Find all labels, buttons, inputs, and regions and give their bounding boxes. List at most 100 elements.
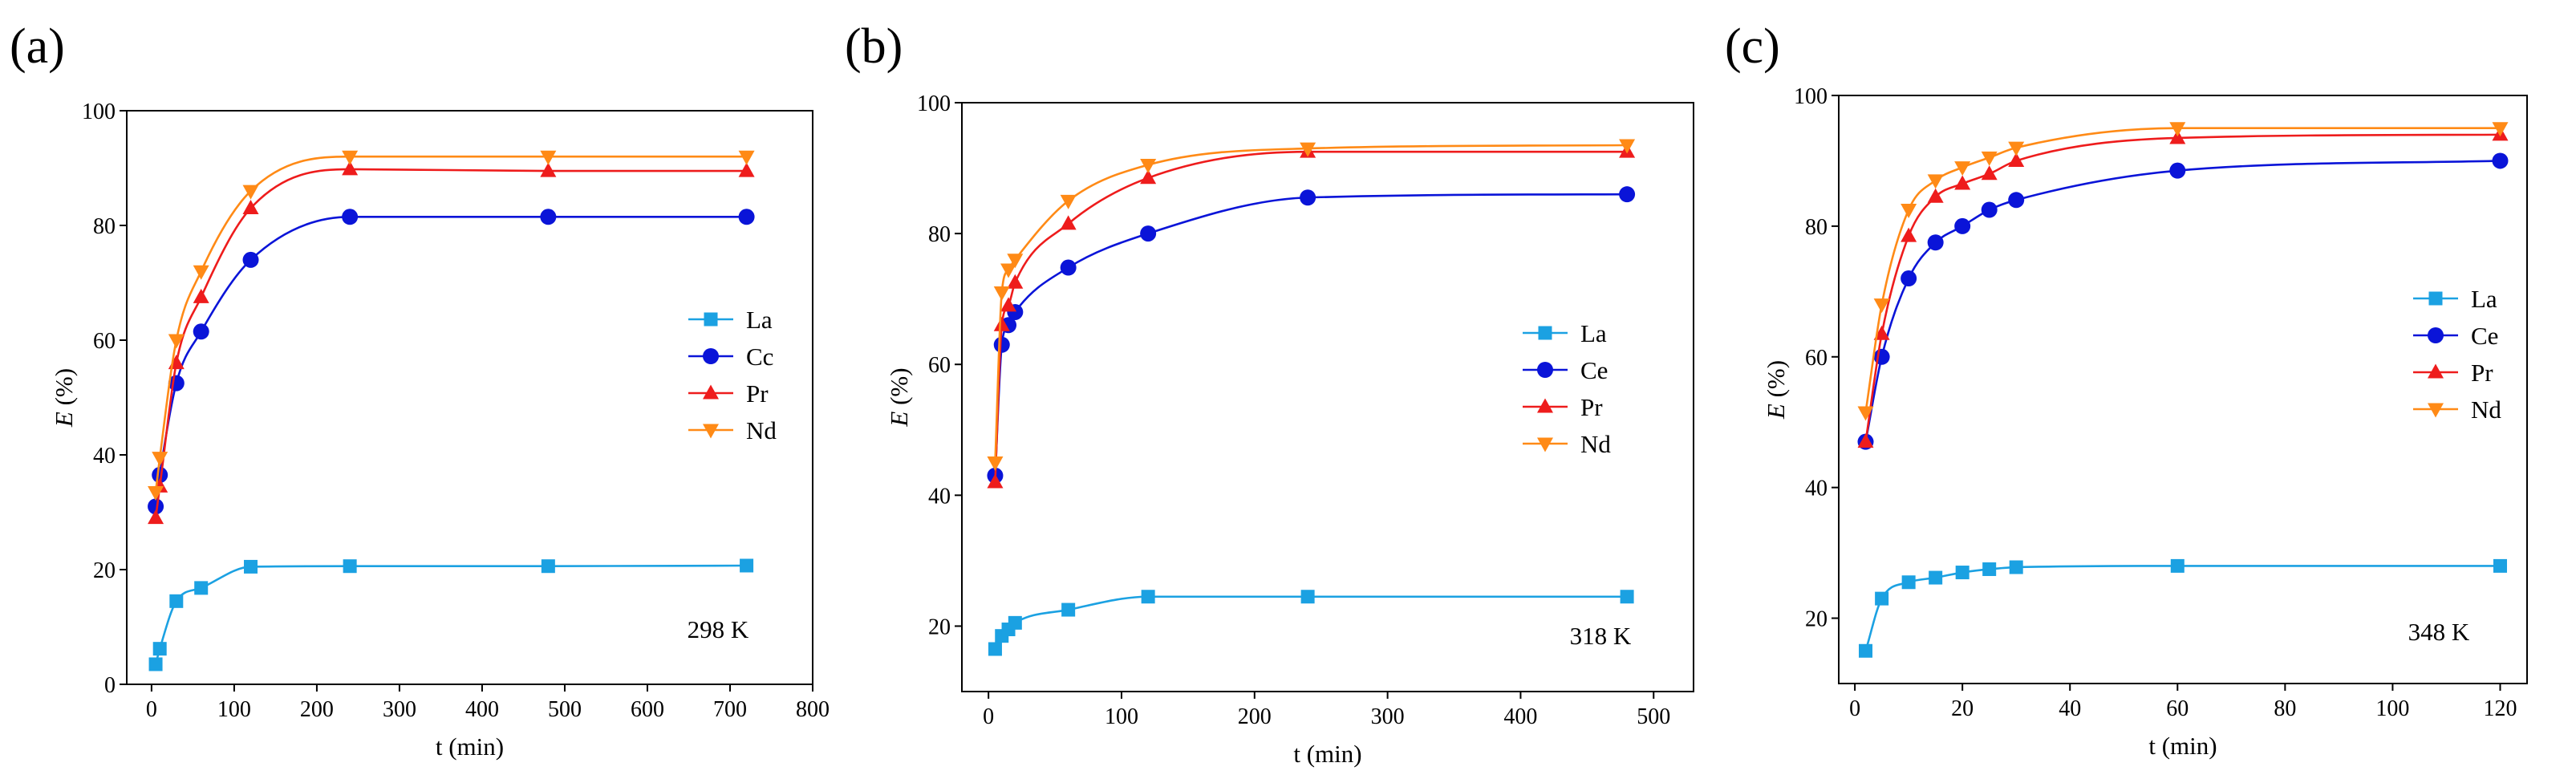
series-ce: [987, 186, 1636, 484]
data-point: [1901, 270, 1917, 287]
data-point: [2170, 558, 2185, 573]
x-tick-label: 200: [1238, 704, 1272, 729]
x-tick-label: 0: [983, 704, 994, 729]
data-point: [2008, 152, 2025, 167]
data-point: [1060, 259, 1077, 276]
legend-marker: [1537, 362, 1553, 378]
y-axis-title: E (%): [50, 368, 78, 428]
x-tick-label: 100: [217, 697, 251, 722]
y-tick-label: 100: [82, 99, 116, 124]
data-point: [152, 467, 168, 484]
data-point: [1981, 201, 1998, 218]
series-pr: [148, 160, 755, 525]
legend-label: Cc: [746, 343, 773, 371]
series-nd: [987, 139, 1636, 472]
y-tick-label: 60: [928, 353, 951, 378]
series-line: [154, 155, 747, 493]
data-point: [152, 452, 168, 467]
data-point: [242, 200, 259, 215]
x-axis-title: t (min): [1293, 740, 1361, 768]
series-pr: [1857, 126, 2509, 448]
data-point: [993, 286, 1010, 302]
plot-frame: [1838, 95, 2528, 684]
data-point: [1061, 602, 1076, 617]
data-point: [1140, 169, 1157, 185]
legend-marker: [1538, 326, 1552, 340]
data-point: [1857, 433, 1874, 448]
legend-label: Nd: [746, 416, 777, 444]
data-point: [1873, 298, 1890, 314]
legend-marker: [2428, 363, 2444, 379]
series-ce: [1857, 152, 2509, 450]
y-tick-label: 100: [1794, 84, 1828, 109]
data-point: [343, 559, 357, 574]
data-point: [1901, 204, 1917, 219]
series-nd: [1857, 122, 2509, 421]
data-point: [540, 162, 557, 177]
legend-label: Nd: [1580, 430, 1611, 458]
panel-b: (b) 0 100 200 300 400 500 20 40 60 80 100 t (min) E …: [845, 19, 1694, 768]
data-point: [2169, 122, 2186, 137]
data-point: [1008, 615, 1022, 630]
x-tick-label: 80: [2274, 696, 2296, 721]
plot-frame: [961, 102, 1694, 692]
data-point: [1901, 575, 1916, 590]
series-la: [988, 590, 1634, 656]
series-pr: [987, 143, 1636, 489]
series-la: [148, 558, 754, 671]
data-point: [1619, 186, 1636, 203]
data-point: [988, 642, 1002, 656]
data-point: [148, 485, 164, 501]
data-point: [168, 334, 185, 349]
series-nd: [148, 150, 755, 501]
data-point: [987, 473, 1004, 489]
x-tick-label: 500: [548, 697, 582, 722]
data-point: [1982, 562, 1997, 576]
x-tick-label: 400: [1503, 704, 1537, 729]
data-point: [1140, 225, 1157, 242]
legend-label: Ce: [2471, 322, 2498, 350]
x-tick-label: 0: [146, 697, 157, 722]
data-point: [342, 209, 359, 225]
y-axis-title: E (%): [1762, 360, 1790, 420]
panel-label: (c): [1725, 19, 1780, 74]
x-tick-label: 700: [713, 697, 747, 722]
data-point: [2169, 129, 2186, 144]
series-line: [1864, 160, 2501, 442]
y-axis-title-symbol: E: [50, 412, 78, 428]
x-tick-label: 120: [2483, 696, 2517, 721]
data-point: [1927, 188, 1944, 203]
data-point: [194, 581, 209, 595]
data-point: [148, 498, 164, 515]
series-line: [994, 595, 1628, 650]
legend-label: La: [1580, 319, 1607, 347]
legend-label: Pr: [2471, 359, 2493, 387]
series-line: [994, 193, 1628, 476]
data-point: [738, 162, 755, 177]
x-tick-label: 600: [631, 697, 664, 722]
legend-marker: [704, 312, 718, 327]
data-point: [148, 657, 163, 671]
x-tick-label: 200: [300, 697, 334, 722]
x-tick-label: 100: [1105, 704, 1138, 729]
data-point: [169, 594, 184, 608]
legend-marker: [1537, 398, 1553, 413]
data-point: [1927, 174, 1944, 189]
x-tick-label: 300: [1371, 704, 1405, 729]
data-point: [1619, 139, 1636, 154]
legend-label: Pr: [1580, 393, 1603, 421]
data-point: [242, 185, 259, 200]
data-point: [1141, 590, 1155, 604]
legend-marker: [703, 384, 719, 400]
data-point: [2008, 192, 2025, 209]
data-point: [193, 323, 209, 340]
data-point: [1000, 297, 1017, 312]
data-point: [987, 456, 1004, 472]
data-point: [1901, 227, 1917, 242]
series-line: [1864, 133, 2501, 442]
legend-label: Pr: [746, 379, 769, 408]
x-tick-label: 500: [1637, 704, 1670, 729]
data-point: [1929, 570, 1943, 585]
data-point: [152, 642, 167, 656]
